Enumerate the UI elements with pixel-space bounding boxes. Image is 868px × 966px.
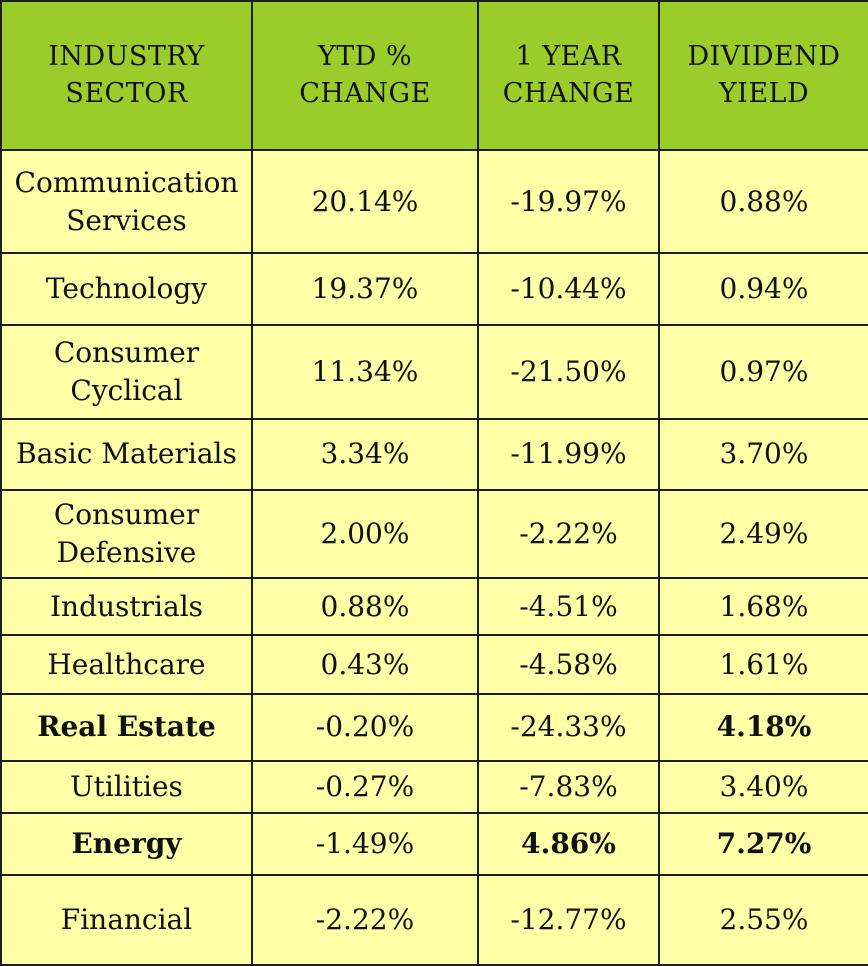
sector-cell: Healthcare bbox=[0, 634, 253, 695]
sector-cell: Technology bbox=[0, 252, 253, 326]
dividend-yield-cell: 0.88% bbox=[658, 148, 868, 255]
header-industry-sector: INDUSTRY SECTOR bbox=[0, 0, 253, 151]
ytd-change-cell: 0.43% bbox=[251, 634, 479, 695]
dividend-yield-cell: 2.55% bbox=[658, 873, 868, 966]
sector-cell: Industrials bbox=[0, 576, 253, 637]
ytd-change-cell: 2.00% bbox=[251, 488, 479, 579]
sector-name-line: Communication bbox=[14, 165, 239, 199]
table-body: Communication Services 20.14% -19.97% 0.88% T… bbox=[0, 148, 868, 966]
sector-name-line: Consumer bbox=[53, 336, 200, 370]
one-year-change-cell: -2.22% bbox=[477, 488, 660, 579]
one-year-change-cell: 4.86% bbox=[477, 812, 660, 876]
ytd-change-cell: -0.20% bbox=[251, 692, 479, 762]
dividend-yield-cell: 0.94% bbox=[658, 252, 868, 326]
sector-name-line: Healthcare bbox=[47, 647, 206, 681]
one-year-change-cell: -10.44% bbox=[477, 252, 660, 326]
header-label-line: CHANGE bbox=[502, 77, 635, 109]
dividend-yield-cell: 3.40% bbox=[658, 759, 868, 815]
ytd-change-cell: -1.49% bbox=[251, 812, 479, 876]
table-row: Communication Services 20.14% -19.97% 0.88% bbox=[0, 148, 868, 255]
one-year-change-cell: -4.51% bbox=[477, 576, 660, 637]
table-row: Utilities -0.27% -7.83% 3.40% bbox=[0, 759, 868, 815]
table-row: Energy -1.49% 4.86% 7.27% bbox=[0, 812, 868, 876]
sector-name-line: Cyclical bbox=[70, 373, 183, 407]
sector-name-line: Real Estate bbox=[37, 710, 216, 744]
header-label-line: SECTOR bbox=[65, 77, 188, 109]
ytd-change-cell: 0.88% bbox=[251, 576, 479, 637]
ytd-change-cell: 11.34% bbox=[251, 323, 479, 420]
header-label-line: YTD % bbox=[317, 41, 413, 73]
table-row: Consumer Cyclical 11.34% -21.50% 0.97% bbox=[0, 323, 868, 420]
sector-name-line: Technology bbox=[45, 272, 208, 306]
sector-cell: Consumer Defensive bbox=[0, 488, 253, 579]
sector-name-line: Industrials bbox=[49, 589, 204, 623]
sector-name-line: Energy bbox=[71, 827, 182, 861]
table-row: Basic Materials 3.34% -11.99% 3.70% bbox=[0, 417, 868, 491]
one-year-change-cell: -21.50% bbox=[477, 323, 660, 420]
sector-cell: Basic Materials bbox=[0, 417, 253, 491]
sector-name-line: Defensive bbox=[56, 535, 197, 569]
dividend-yield-cell: 4.18% bbox=[658, 692, 868, 762]
header-label-line: YIELD bbox=[718, 77, 810, 109]
sector-cell: Energy bbox=[0, 812, 253, 876]
table-row: Real Estate -0.20% -24.33% 4.18% bbox=[0, 692, 868, 762]
ytd-change-cell: 20.14% bbox=[251, 148, 479, 255]
table-row: Healthcare 0.43% -4.58% 1.61% bbox=[0, 634, 868, 695]
table-row: Financial -2.22% -12.77% 2.55% bbox=[0, 873, 868, 966]
header-label-line: INDUSTRY bbox=[48, 41, 205, 73]
header-dividend-yield: DIVIDEND YIELD bbox=[658, 0, 868, 151]
one-year-change-cell: -4.58% bbox=[477, 634, 660, 695]
sector-cell: Real Estate bbox=[0, 692, 253, 762]
sector-name-line: Utilities bbox=[70, 770, 183, 804]
one-year-change-cell: -19.97% bbox=[477, 148, 660, 255]
dividend-yield-cell: 7.27% bbox=[658, 812, 868, 876]
sector-name-line: Services bbox=[66, 203, 187, 237]
header-label-line: CHANGE bbox=[299, 77, 431, 109]
table-row: Consumer Defensive 2.00% -2.22% 2.49% bbox=[0, 488, 868, 579]
dividend-yield-cell: 1.61% bbox=[658, 634, 868, 695]
dividend-yield-cell: 0.97% bbox=[658, 323, 868, 420]
sector-cell: Utilities bbox=[0, 759, 253, 815]
ytd-change-cell: 3.34% bbox=[251, 417, 479, 491]
table-row: Technology 19.37% -10.44% 0.94% bbox=[0, 252, 868, 326]
table-row: Industrials 0.88% -4.51% 1.68% bbox=[0, 576, 868, 637]
header-label-line: 1 YEAR bbox=[515, 41, 622, 73]
sector-name-line: Consumer bbox=[53, 497, 200, 531]
ytd-change-cell: -2.22% bbox=[251, 873, 479, 966]
dividend-yield-cell: 3.70% bbox=[658, 417, 868, 491]
one-year-change-cell: -7.83% bbox=[477, 759, 660, 815]
header-ytd-change: YTD % CHANGE bbox=[251, 0, 479, 151]
header-row: INDUSTRY SECTOR YTD % CHANGE 1 YEAR CHANGE DIV… bbox=[0, 0, 868, 151]
dividend-yield-cell: 2.49% bbox=[658, 488, 868, 579]
ytd-change-cell: 19.37% bbox=[251, 252, 479, 326]
sector-cell: Consumer Cyclical bbox=[0, 323, 253, 420]
sector-cell: Financial bbox=[0, 873, 253, 966]
header-label-line: DIVIDEND bbox=[687, 41, 841, 73]
header-1-year-change: 1 YEAR CHANGE bbox=[477, 0, 660, 151]
sector-cell: Communication Services bbox=[0, 148, 253, 255]
dividend-yield-cell: 1.68% bbox=[658, 576, 868, 637]
one-year-change-cell: -11.99% bbox=[477, 417, 660, 491]
ytd-change-cell: -0.27% bbox=[251, 759, 479, 815]
one-year-change-cell: -24.33% bbox=[477, 692, 660, 762]
sector-name-line: Financial bbox=[60, 903, 193, 937]
sector-name-line: Basic Materials bbox=[16, 437, 237, 471]
one-year-change-cell: -12.77% bbox=[477, 873, 660, 966]
